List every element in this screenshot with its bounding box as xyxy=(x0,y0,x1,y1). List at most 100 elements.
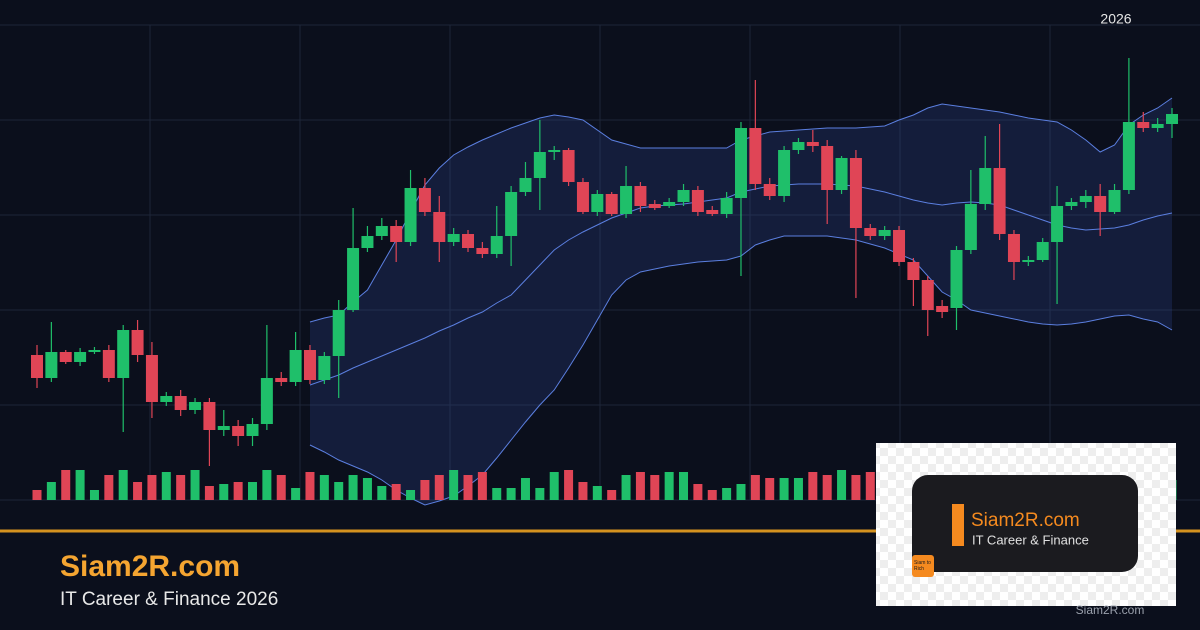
volume-bar xyxy=(319,475,329,500)
candle-body xyxy=(189,402,202,410)
logo-icon xyxy=(912,555,934,577)
candle-body xyxy=(964,204,977,250)
volume-bar xyxy=(75,470,85,500)
candle-body xyxy=(59,352,72,362)
volume-bar xyxy=(635,472,645,500)
candle-body xyxy=(634,186,647,206)
candle-body xyxy=(1122,122,1135,190)
candle-body xyxy=(31,355,43,378)
logo-bar xyxy=(952,504,964,546)
candle-body xyxy=(620,186,633,214)
volume-bar xyxy=(291,488,301,500)
volume-bar xyxy=(377,486,387,500)
candle-body xyxy=(835,158,848,190)
logo-panel xyxy=(912,475,1138,572)
candle-body xyxy=(102,350,115,378)
volume-bar xyxy=(61,470,71,500)
volume-bar xyxy=(276,475,286,500)
candle-body xyxy=(591,194,604,212)
volume-bar xyxy=(463,475,473,500)
candle-body xyxy=(490,236,503,254)
candle-body xyxy=(433,212,446,242)
volume-bar xyxy=(851,475,861,500)
volume-bar xyxy=(506,488,516,500)
candle-body xyxy=(749,128,762,184)
volume-bar xyxy=(118,470,128,500)
year-label: 2026 xyxy=(1100,11,1131,27)
logo-icon-box: Siam to Rich xyxy=(914,560,931,572)
candle-body xyxy=(174,396,187,410)
volume-bar xyxy=(133,482,143,500)
volume-bar xyxy=(679,472,689,500)
candle-body xyxy=(576,182,589,212)
volume-bar xyxy=(176,475,186,500)
candle-body xyxy=(648,204,661,208)
candle-body xyxy=(1137,122,1150,128)
candle-body xyxy=(418,188,431,212)
volume-bar xyxy=(707,490,717,500)
volume-bar xyxy=(147,475,157,500)
volume-bar xyxy=(535,488,545,500)
logo-brand: Siam2R.com xyxy=(971,510,1080,531)
candle-body xyxy=(519,178,532,192)
candle-body xyxy=(1108,190,1121,212)
candle-body xyxy=(88,350,101,352)
candle-body xyxy=(720,198,733,214)
volume-bar xyxy=(420,480,430,500)
candle-body xyxy=(1022,260,1035,262)
volume-bar xyxy=(406,490,416,500)
volume-bar xyxy=(808,472,818,500)
candle-body xyxy=(993,168,1006,234)
candle-body xyxy=(734,128,747,198)
candle-body xyxy=(677,190,690,202)
candle-body xyxy=(476,248,489,254)
candle-body xyxy=(1065,202,1078,206)
volume-bar xyxy=(334,482,344,500)
volume-bar xyxy=(693,484,703,500)
candle-body xyxy=(821,146,834,190)
candle-body xyxy=(778,150,791,196)
volume-bar xyxy=(822,475,832,500)
candle-body xyxy=(203,402,216,430)
volume-bar xyxy=(233,482,243,500)
volume-bar xyxy=(190,470,200,500)
footer-tagline: IT Career & Finance 2026 xyxy=(60,589,278,610)
volume-bar xyxy=(104,475,114,500)
candle-body xyxy=(74,352,87,362)
candle-body xyxy=(275,378,288,382)
candle-body xyxy=(605,194,618,214)
candle-body xyxy=(447,234,460,242)
logo-card: Siam2R.com IT Career & Finance Siam to R… xyxy=(876,443,1176,617)
candle-body xyxy=(1166,114,1178,124)
logo-icon-text: Siam to Rich xyxy=(914,560,931,572)
candle-body xyxy=(347,248,360,310)
volume-bar xyxy=(578,482,588,500)
candle-body xyxy=(505,192,518,236)
candle-body xyxy=(160,396,173,402)
volume-bar xyxy=(477,472,487,500)
candle-body xyxy=(936,306,949,312)
volume-bar xyxy=(621,475,631,500)
volume-bar xyxy=(650,475,660,500)
volume-bar xyxy=(779,478,789,500)
candle-body xyxy=(1094,196,1107,212)
volume-bar xyxy=(765,478,775,500)
candle-body xyxy=(361,236,374,248)
candle-body xyxy=(318,356,331,380)
volume-bar xyxy=(750,475,760,500)
candle-body xyxy=(878,230,891,236)
candle-body xyxy=(404,188,417,242)
volume-bar xyxy=(348,475,358,500)
volume-bar xyxy=(564,470,574,500)
volume-bar xyxy=(219,484,229,500)
candle-body xyxy=(950,250,963,308)
candle-body xyxy=(217,426,230,430)
volume-bar xyxy=(434,475,444,500)
candle-body xyxy=(1036,242,1049,260)
candle-body xyxy=(706,210,719,214)
band-fill xyxy=(309,98,1172,505)
volume-bar xyxy=(32,490,42,500)
candle-body xyxy=(893,230,906,262)
candle-body xyxy=(663,202,676,206)
